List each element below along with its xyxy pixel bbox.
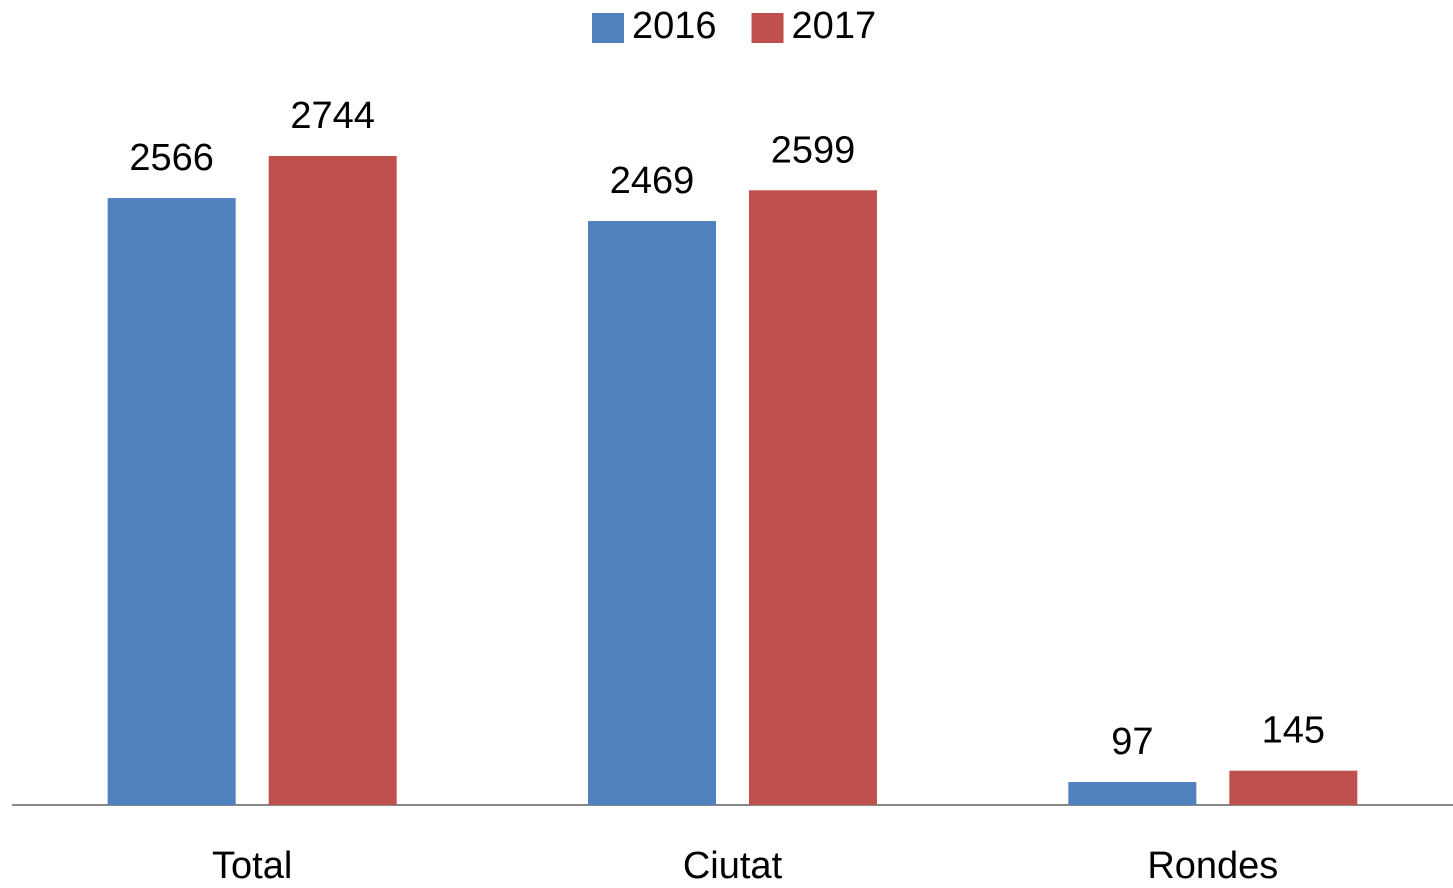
legend-label: 2017 [792, 5, 877, 47]
data-label: 2469 [610, 160, 695, 202]
bar [588, 221, 716, 805]
bar [268, 156, 397, 805]
legend-swatch [751, 13, 784, 43]
data-label: 145 [1262, 710, 1325, 752]
bar [107, 198, 236, 805]
bar [749, 190, 877, 806]
x-tick-label: Ciutat [683, 845, 783, 887]
bar [1229, 770, 1358, 805]
data-label: 2566 [129, 137, 214, 179]
data-label: 2599 [771, 129, 856, 171]
data-label: 97 [1111, 721, 1153, 763]
legend-label: 2016 [632, 5, 717, 47]
legend-swatch [592, 13, 624, 43]
bar [1068, 782, 1197, 805]
data-label: 2744 [290, 95, 375, 137]
x-tick-label: Rondes [1147, 845, 1278, 887]
x-tick-label: Total [212, 845, 292, 887]
